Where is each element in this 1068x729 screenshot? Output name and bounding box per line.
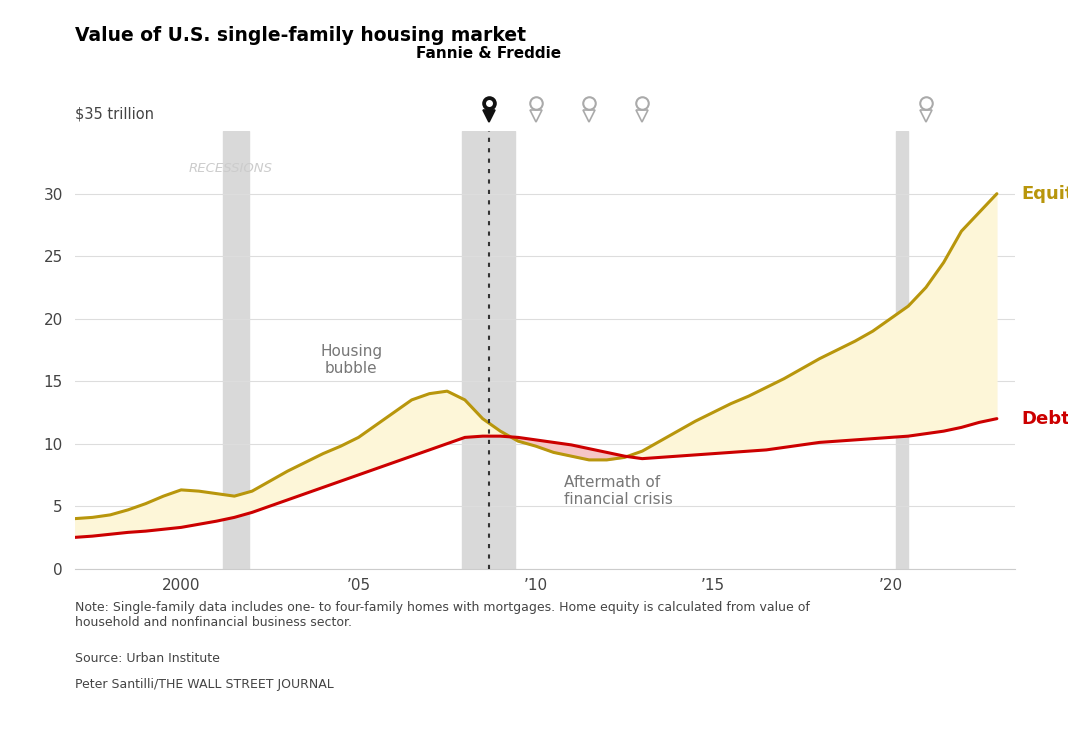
Text: Peter Santilli/THE WALL STREET JOURNAL: Peter Santilli/THE WALL STREET JOURNAL: [75, 678, 333, 691]
Text: Source: Urban Institute: Source: Urban Institute: [75, 652, 220, 666]
Text: Housing
bubble: Housing bubble: [320, 343, 382, 376]
Text: Note: Single-family data includes one- to four-family homes with mortgages. Home: Note: Single-family data includes one- t…: [75, 601, 810, 629]
Bar: [462, 131, 515, 569]
Text: Value of U.S. single-family housing market: Value of U.S. single-family housing mark…: [75, 26, 525, 44]
Text: Debt: Debt: [1022, 410, 1068, 428]
Text: Equity: Equity: [1022, 184, 1068, 203]
Text: Fannie & Freddie: Fannie & Freddie: [417, 46, 561, 61]
Text: RECESSIONS: RECESSIONS: [188, 163, 272, 176]
Text: Aftermath of
financial crisis: Aftermath of financial crisis: [564, 475, 673, 507]
Bar: [896, 131, 908, 569]
Bar: [222, 131, 249, 569]
Text: $35 trillion: $35 trillion: [75, 106, 154, 121]
